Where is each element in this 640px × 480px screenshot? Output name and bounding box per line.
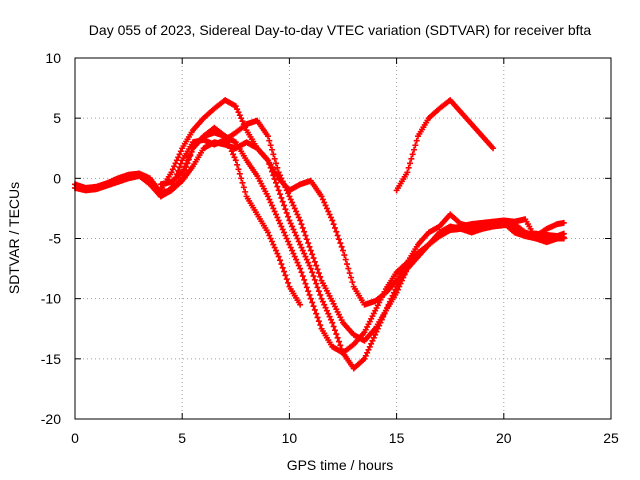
series-markers [157, 97, 567, 308]
series-track-3 [157, 97, 567, 308]
y-tick-label: -10 [41, 291, 61, 307]
x-tick-label: 5 [178, 430, 186, 446]
y-tick-label: -5 [49, 231, 62, 247]
x-tick-label: 25 [603, 430, 619, 446]
y-tick-label: 10 [45, 50, 61, 66]
y-axis-label: SDTVAR / TECUs [6, 182, 22, 294]
series-track-5 [157, 124, 304, 308]
series-track-6 [393, 97, 497, 194]
y-tick-label: -15 [41, 351, 61, 367]
chart-title: Day 055 of 2023, Sidereal Day-to-day VTE… [89, 22, 592, 38]
axis-ticks: 0 5 10 15 20 25 -20 -15 -10 -5 0 5 10 [41, 50, 619, 446]
data-points [72, 97, 567, 372]
y-tick-label: 5 [53, 110, 61, 126]
y-tick-label: -20 [41, 411, 61, 427]
x-tick-label: 20 [496, 430, 512, 446]
series-markers [157, 124, 304, 308]
x-tick-label: 10 [282, 430, 298, 446]
x-tick-label: 15 [389, 430, 405, 446]
x-axis-label: GPS time / hours [287, 457, 394, 473]
y-tick-label: 0 [53, 170, 61, 186]
series-markers [393, 97, 497, 194]
series-track-4 [157, 139, 567, 372]
series-markers [157, 139, 567, 372]
x-tick-label: 0 [71, 430, 79, 446]
